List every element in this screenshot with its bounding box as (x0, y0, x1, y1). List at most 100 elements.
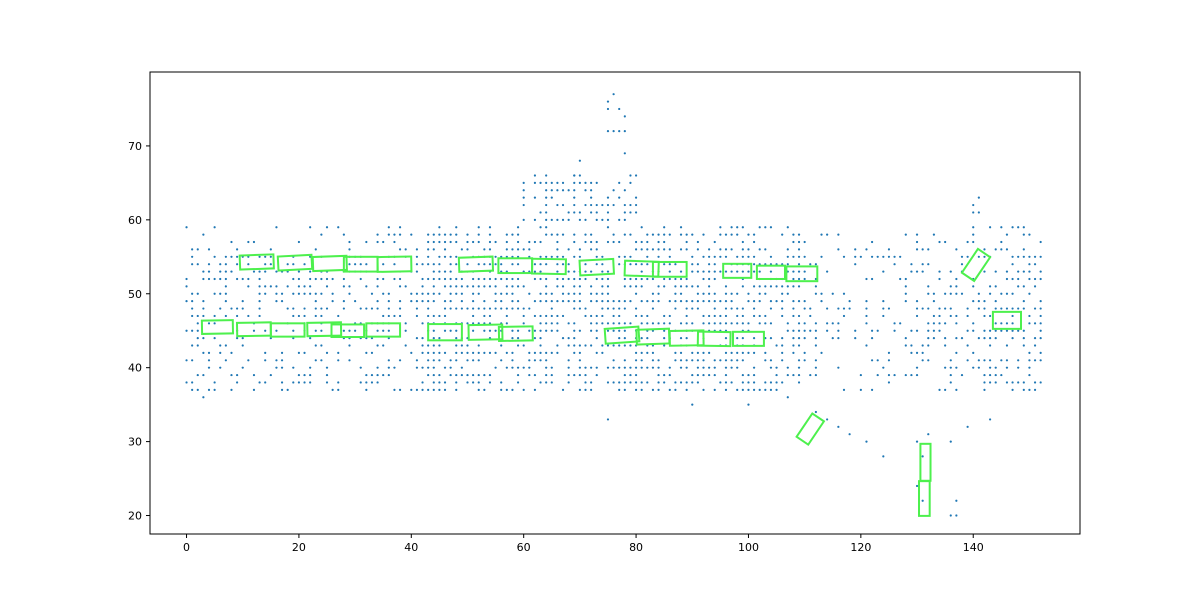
data-point (511, 248, 514, 251)
data-point (488, 240, 492, 244)
data-point (438, 263, 441, 266)
data-point (370, 381, 374, 384)
data-point (573, 373, 576, 377)
data-point (814, 337, 817, 340)
data-point (921, 351, 924, 354)
data-point (752, 263, 756, 266)
data-point (634, 351, 638, 354)
data-point (792, 233, 795, 236)
data-point (606, 107, 610, 111)
data-point (747, 300, 750, 303)
data-point (466, 285, 469, 288)
data-point (674, 307, 677, 310)
data-point (556, 255, 559, 258)
data-point (702, 255, 705, 258)
data-point (713, 255, 716, 258)
data-point (224, 270, 227, 273)
data-point (1022, 329, 1025, 332)
data-point (758, 388, 761, 391)
data-point (915, 240, 919, 244)
data-point (696, 270, 699, 273)
data-point (792, 240, 795, 244)
data-point (915, 314, 919, 318)
data-point (988, 337, 992, 340)
data-point (612, 359, 615, 362)
data-point (741, 270, 744, 273)
data-point (533, 329, 537, 332)
data-point (455, 307, 458, 310)
data-point (387, 359, 390, 362)
data-point (792, 337, 795, 340)
data-point (545, 196, 548, 199)
x-tick-label: 0 (183, 541, 190, 554)
data-point (359, 277, 362, 281)
bounding-box (732, 330, 765, 347)
data-point (764, 322, 767, 325)
bounding-box (457, 255, 495, 273)
data-point (185, 359, 188, 362)
data-point (702, 366, 705, 369)
data-point (606, 196, 610, 199)
data-point (730, 381, 733, 384)
data-point (949, 285, 952, 288)
bounding-box (427, 323, 463, 342)
data-point (887, 359, 891, 362)
data-point (921, 455, 924, 458)
data-point (382, 329, 385, 332)
data-point (730, 359, 733, 362)
data-point (309, 226, 312, 229)
data-point (1033, 255, 1037, 258)
data-point (511, 329, 514, 332)
data-point (887, 255, 891, 258)
data-point (320, 329, 323, 332)
data-point (303, 351, 306, 354)
data-point (932, 292, 936, 295)
data-point (960, 263, 964, 266)
data-point (466, 344, 469, 347)
data-point (685, 285, 688, 288)
data-point (404, 329, 407, 332)
y-tick-label: 20 (128, 510, 142, 523)
data-point (949, 314, 952, 318)
data-point (736, 307, 739, 310)
data-point (640, 366, 643, 369)
data-point (455, 373, 458, 377)
data-point (370, 292, 374, 295)
data-point (623, 203, 626, 207)
data-point (685, 366, 688, 369)
data-point (561, 255, 565, 258)
bounding-box (919, 442, 932, 482)
data-point (533, 314, 537, 318)
data-point (663, 263, 666, 266)
data-point (438, 240, 441, 244)
data-point (679, 337, 683, 340)
data-point (1011, 322, 1014, 325)
data-point (545, 189, 548, 192)
data-point (1033, 359, 1037, 362)
data-point (455, 263, 458, 266)
data-point (522, 196, 525, 199)
data-point (556, 285, 559, 288)
data-point (826, 418, 829, 421)
data-point (606, 366, 610, 369)
data-point (606, 211, 610, 214)
data-point (781, 337, 784, 340)
data-point (556, 203, 559, 207)
data-point (955, 285, 958, 288)
data-point (741, 240, 744, 244)
data-point (303, 381, 306, 384)
data-point (196, 292, 199, 295)
data-point (528, 307, 531, 310)
data-point (264, 351, 267, 354)
data-point (747, 381, 750, 384)
data-point (814, 373, 817, 377)
data-point (550, 373, 553, 377)
data-point (196, 388, 199, 391)
data-point (252, 240, 256, 244)
data-point (668, 248, 671, 251)
data-point (769, 359, 773, 362)
data-point (1017, 226, 1020, 229)
data-point (455, 359, 458, 362)
data-point (230, 255, 233, 258)
